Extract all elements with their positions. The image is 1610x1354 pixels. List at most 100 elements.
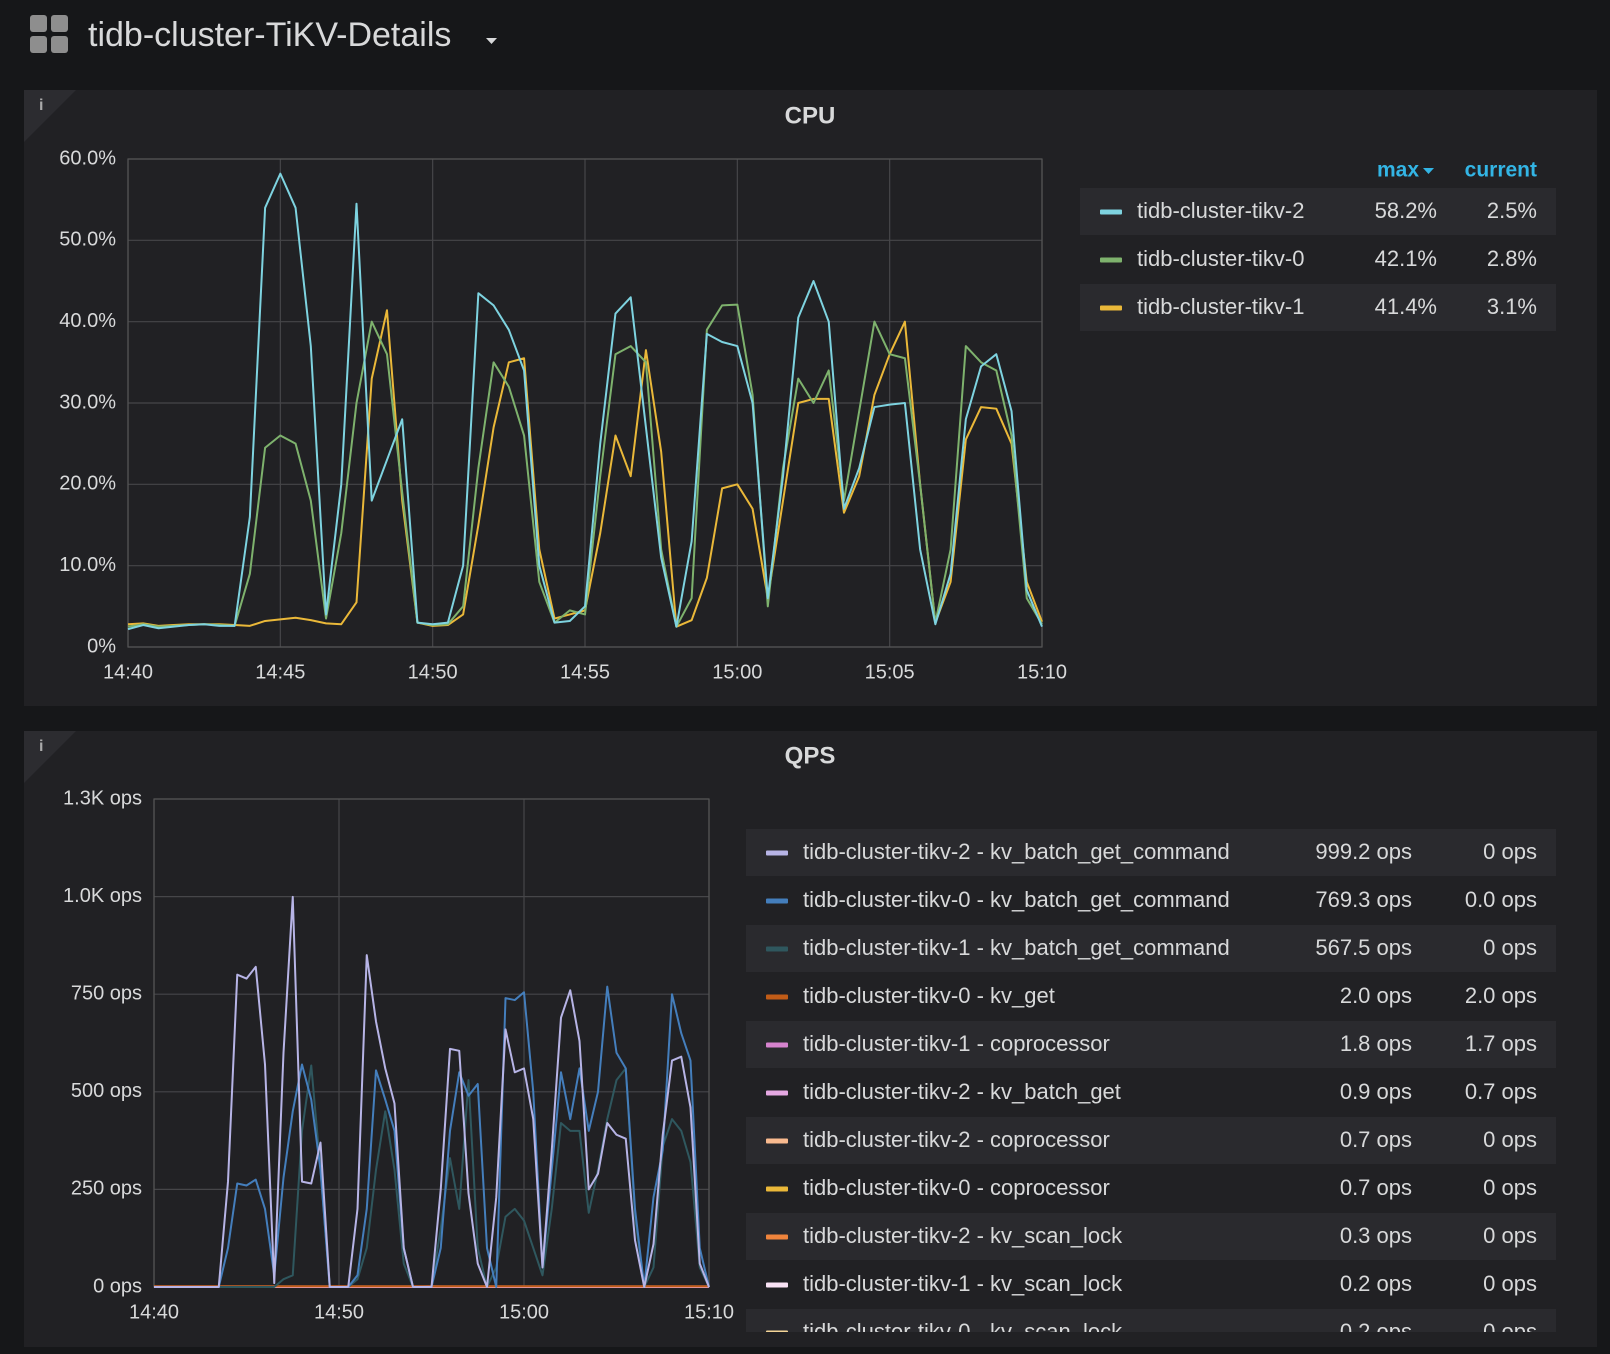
panel-title: CPU — [785, 102, 836, 129]
legend-max: 769.3 ops — [1315, 887, 1412, 912]
y-tick-label: 500 ops — [71, 1080, 142, 1102]
dashboard-title[interactable]: tidb-cluster-TiKV-Details — [88, 16, 451, 54]
series-line — [154, 895, 710, 1288]
sort-caret — [1423, 168, 1434, 174]
legend-label[interactable]: tidb-cluster-tikv-2 - kv_batch_get_comma… — [803, 839, 1230, 864]
legend-label[interactable]: tidb-cluster-tikv-0 - kv_get — [803, 983, 1055, 1008]
legend-current: 0 ops — [1483, 839, 1537, 864]
legend-row-bg — [1080, 188, 1556, 235]
legend: max current tidb-cluster-tikv-2 - kv_batch… — [746, 799, 1556, 1344]
legend-current: 0 ops — [1483, 1271, 1537, 1296]
x-tick-label: 15:05 — [865, 661, 915, 683]
legend-current: 0 ops — [1483, 1175, 1537, 1200]
legend-label[interactable]: tidb-cluster-tikv-2 - kv_batch_get — [803, 1079, 1121, 1104]
legend-swatch — [766, 850, 788, 856]
legend-current: 2.8% — [1487, 246, 1537, 271]
legend-current: 2.0 ops — [1465, 983, 1537, 1008]
panel-info-corner[interactable] — [24, 90, 76, 142]
legend-max: 1.8 ops — [1340, 1031, 1412, 1056]
legend-header[interactable]: max — [1377, 159, 1419, 182]
info-icon[interactable]: i — [39, 97, 43, 114]
legend-max: 0.2 ops — [1340, 1271, 1412, 1296]
legend-row-bg — [746, 1309, 1556, 1332]
legend-label[interactable]: tidb-cluster-tikv-2 — [1137, 198, 1304, 223]
legend-header[interactable]: max — [1352, 799, 1394, 822]
legend-swatch — [766, 1330, 788, 1332]
legend: max current tidb-cluster-tikv-2 58.2% 2.5% ti… — [1080, 159, 1556, 331]
legend-max: 2.0 ops — [1340, 983, 1412, 1008]
y-tick-label: 1.0K ops — [63, 885, 142, 907]
legend-swatch — [1100, 257, 1122, 263]
legend-label[interactable]: tidb-cluster-tikv-2 - kv_scan_lock — [803, 1223, 1123, 1248]
legend-label[interactable]: tidb-cluster-tikv-2 - coprocessor — [803, 1127, 1110, 1152]
legend-current: 0 ops — [1483, 935, 1537, 960]
y-tick-label: 40.0% — [59, 310, 116, 332]
legend-row-bg — [746, 1213, 1556, 1260]
legend-label[interactable]: tidb-cluster-tikv-0 - kv_batch_get_comma… — [803, 887, 1230, 912]
legend-max: 0.7 ops — [1340, 1175, 1412, 1200]
legend-max: 567.5 ops — [1315, 935, 1412, 960]
legend-max: 42.1% — [1375, 246, 1437, 271]
legend-label[interactable]: tidb-cluster-tikv-1 - kv_scan_lock — [803, 1271, 1123, 1296]
info-icon[interactable]: i — [39, 738, 43, 755]
legend-swatch — [766, 946, 788, 952]
y-tick-label: 250 ops — [71, 1178, 142, 1200]
legend-header[interactable]: current — [1465, 799, 1537, 822]
y-tick-label: 10.0% — [59, 554, 116, 576]
legend-current: 2.5% — [1487, 198, 1537, 223]
legend-row-bg — [746, 1021, 1556, 1068]
x-tick-label: 15:00 — [712, 661, 762, 683]
dropdown-caret[interactable] — [486, 38, 497, 44]
y-tick-label: 30.0% — [59, 391, 116, 413]
y-tick-label: 60.0% — [59, 147, 116, 169]
legend-label[interactable]: tidb-cluster-tikv-1 — [1137, 294, 1304, 319]
y-tick-label: 20.0% — [59, 473, 116, 495]
x-tick-label: 14:40 — [129, 1301, 179, 1323]
x-tick-label: 14:55 — [560, 661, 610, 683]
legend-label[interactable]: tidb-cluster-tikv-1 - kv_batch_get_comma… — [803, 935, 1230, 960]
legend-row-bg — [1080, 284, 1556, 331]
y-tick-label: 750 ops — [71, 982, 142, 1004]
plot-border — [127, 158, 1043, 648]
legend-swatch — [766, 994, 788, 1000]
panel-info-corner[interactable] — [24, 731, 76, 783]
x-tick-label: 15:10 — [1017, 661, 1067, 683]
legend-label[interactable]: tidb-cluster-tikv-0 - kv_scan_lock — [803, 1319, 1123, 1344]
legend-current: 3.1% — [1487, 294, 1537, 319]
legend-label[interactable]: tidb-cluster-tikv-0 - coprocessor — [803, 1175, 1110, 1200]
legend-max: 0.9 ops — [1340, 1079, 1412, 1104]
legend-swatch — [1100, 305, 1122, 311]
legend-label[interactable]: tidb-cluster-tikv-1 - coprocessor — [803, 1031, 1110, 1056]
legend-row-bg — [746, 925, 1556, 972]
legend-max: 999.2 ops — [1315, 839, 1412, 864]
legend-row-bg — [746, 1117, 1556, 1164]
legend-swatch — [766, 1234, 788, 1240]
legend-max: 58.2% — [1375, 198, 1437, 223]
legend-max: 0.3 ops — [1340, 1223, 1412, 1248]
legend-header[interactable]: current — [1465, 159, 1537, 182]
legend-row-bg — [746, 829, 1556, 876]
legend-max: 41.4% — [1375, 294, 1437, 319]
x-tick-label: 15:10 — [684, 1301, 734, 1323]
series-line — [127, 172, 1043, 631]
x-tick-label: 14:50 — [314, 1301, 364, 1323]
y-tick-label: 1.3K ops — [63, 787, 142, 809]
x-tick-label: 15:00 — [499, 1301, 549, 1323]
legend-swatch — [766, 1138, 788, 1144]
x-tick-label: 14:45 — [255, 661, 305, 683]
y-tick-label: 50.0% — [59, 229, 116, 251]
legend-current: 0.7 ops — [1465, 1079, 1537, 1104]
panel-title: QPS — [785, 742, 836, 769]
legend-label[interactable]: tidb-cluster-tikv-0 — [1137, 246, 1304, 271]
series-line — [127, 303, 1043, 628]
legend-swatch — [766, 1282, 788, 1288]
legend-max: 0.7 ops — [1340, 1127, 1412, 1152]
legend-current: 1.7 ops — [1465, 1031, 1537, 1056]
legend-swatch — [766, 898, 788, 904]
x-tick-label: 14:50 — [408, 661, 458, 683]
legend-swatch — [766, 1186, 788, 1192]
legend-current: 0.0 ops — [1465, 887, 1537, 912]
legend-current: 0 ops — [1483, 1127, 1537, 1152]
dashboard-icon[interactable] — [30, 15, 68, 53]
